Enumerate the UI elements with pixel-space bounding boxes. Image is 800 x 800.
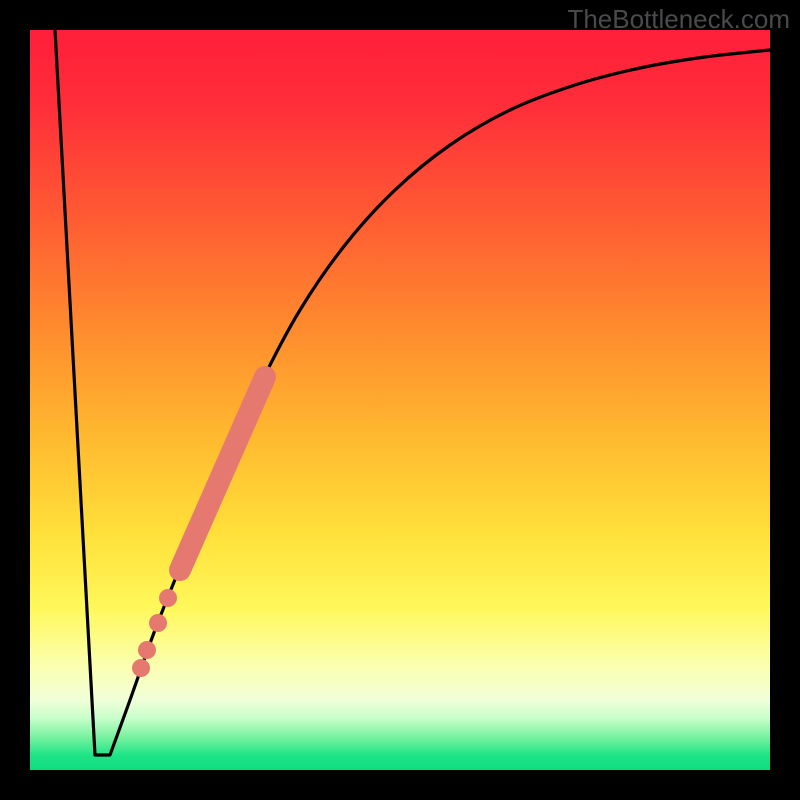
chart-svg [0, 0, 800, 800]
highlight-dot-3 [132, 659, 150, 677]
watermark-text: TheBottleneck.com [567, 4, 790, 35]
highlight-dot-1 [149, 614, 167, 632]
chart-stage: TheBottleneck.com [0, 0, 800, 800]
highlight-dot-0 [159, 589, 177, 607]
highlight-dot-2 [138, 641, 156, 659]
